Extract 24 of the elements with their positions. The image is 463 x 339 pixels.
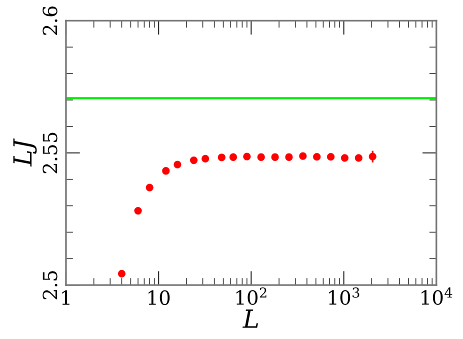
point xyxy=(299,152,307,160)
point xyxy=(146,184,154,192)
point xyxy=(326,153,335,161)
x-tick-label: 10$^{4}$ xyxy=(422,287,452,305)
y-axis-title: LJ xyxy=(13,138,37,167)
x-tick-label: 10$^{3}$ xyxy=(329,287,360,305)
point xyxy=(229,153,238,161)
y-tick-label: 2.55 xyxy=(42,132,58,174)
point xyxy=(340,154,349,162)
point xyxy=(174,160,182,168)
point xyxy=(118,270,126,278)
x-tick-label: 10$^{2}$ xyxy=(236,287,266,305)
x-axis-title: L xyxy=(242,310,258,328)
x-tick-label: 10 xyxy=(148,290,170,306)
point xyxy=(271,153,279,161)
point xyxy=(243,152,251,160)
point xyxy=(257,153,265,161)
point xyxy=(202,154,210,163)
x-tick-label: 1 xyxy=(62,290,70,305)
point xyxy=(285,153,293,161)
y-tick-label: 2.6 xyxy=(42,6,58,35)
point xyxy=(354,154,362,162)
y-tick-label: 2.5 xyxy=(42,271,58,300)
point xyxy=(313,153,321,161)
